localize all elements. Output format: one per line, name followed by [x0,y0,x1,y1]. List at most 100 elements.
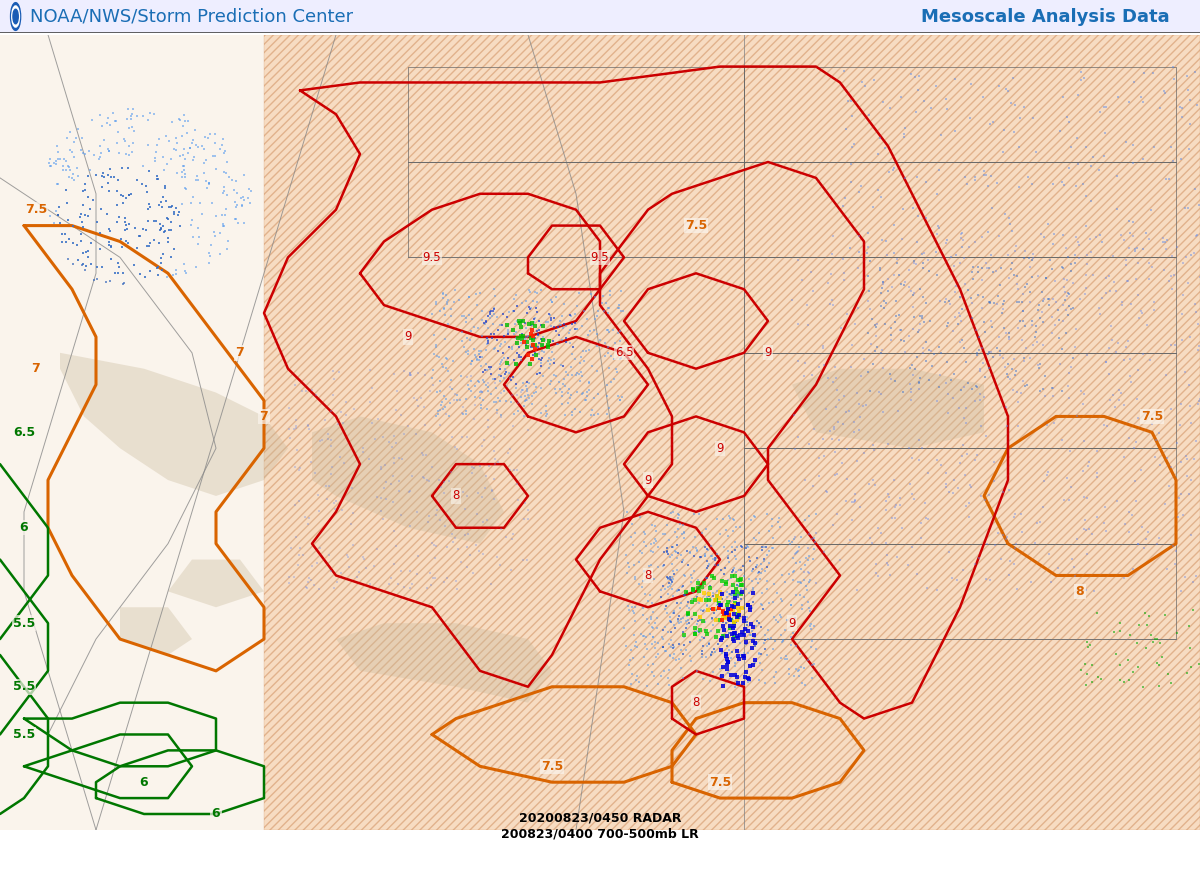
Point [1156,608,1175,622]
Point [1108,336,1127,350]
Point [120,188,139,202]
Point [859,294,878,308]
Point [818,371,838,385]
Point [76,176,95,190]
Point [539,334,558,348]
Point [956,355,976,368]
Point [1147,656,1166,670]
Point [226,212,245,226]
Point [718,590,737,604]
Point [499,366,518,380]
Point [1010,314,1030,328]
Point [491,408,510,422]
Point [740,603,760,617]
Point [199,176,218,189]
Point [491,340,510,354]
Point [788,544,808,558]
Point [384,367,403,381]
Point [713,680,732,693]
Point [151,251,170,265]
Point [1009,295,1028,308]
Point [1128,255,1147,269]
Point [452,407,472,421]
Point [506,289,526,302]
Point [994,297,1013,311]
Point [895,129,914,143]
Point [73,184,92,198]
Point [757,582,776,596]
Point [539,315,558,329]
Point [756,642,775,656]
Point [82,236,101,250]
Point [624,558,643,572]
Point [1128,242,1147,255]
Point [150,217,169,231]
Point [532,381,551,395]
Point [806,526,826,540]
Point [467,288,486,302]
Point [674,527,694,541]
Point [560,336,580,350]
Point [462,357,481,371]
Point [1128,537,1147,551]
Point [1050,314,1069,328]
Point [748,636,767,650]
Point [1106,647,1126,661]
Point [613,303,632,317]
Point [707,614,726,627]
Point [930,381,949,395]
Point [102,252,121,266]
Point [671,661,690,675]
Point [382,477,401,491]
Point [901,283,920,297]
Point [449,542,468,556]
Point [702,611,721,625]
Point [1081,245,1100,259]
Point [1075,513,1094,527]
Point [719,602,738,616]
Point [289,547,308,561]
Point [437,362,456,375]
Point [455,528,474,542]
Point [125,221,144,235]
Point [916,211,935,225]
Point [469,374,488,388]
Point [727,670,746,684]
Point [1092,235,1111,249]
Point [794,590,814,604]
Point [738,622,757,636]
Point [799,575,818,589]
Point [475,481,494,494]
Point [505,328,524,342]
Point [113,189,132,203]
Point [532,356,551,370]
Point [77,245,96,259]
Polygon shape [336,623,552,703]
Point [732,563,751,577]
Point [514,513,533,527]
Point [438,353,457,367]
Point [842,514,862,527]
Point [662,574,682,587]
Point [506,331,526,345]
Point [702,601,721,615]
Point [175,143,194,156]
Point [1134,66,1153,80]
Point [630,577,649,591]
Point [792,598,811,612]
Point [1090,105,1109,119]
Point [733,649,752,663]
Point [665,619,684,633]
Point [916,511,935,525]
Point [206,163,226,176]
Point [719,654,738,668]
Point [796,355,815,369]
Point [280,422,299,436]
Point [444,295,463,308]
Point [708,614,727,628]
Point [92,119,112,133]
Point [440,380,460,394]
Point [643,620,662,634]
Text: NOAA/NWS/Storm Prediction Center: NOAA/NWS/Storm Prediction Center [30,8,353,25]
Point [966,323,985,337]
